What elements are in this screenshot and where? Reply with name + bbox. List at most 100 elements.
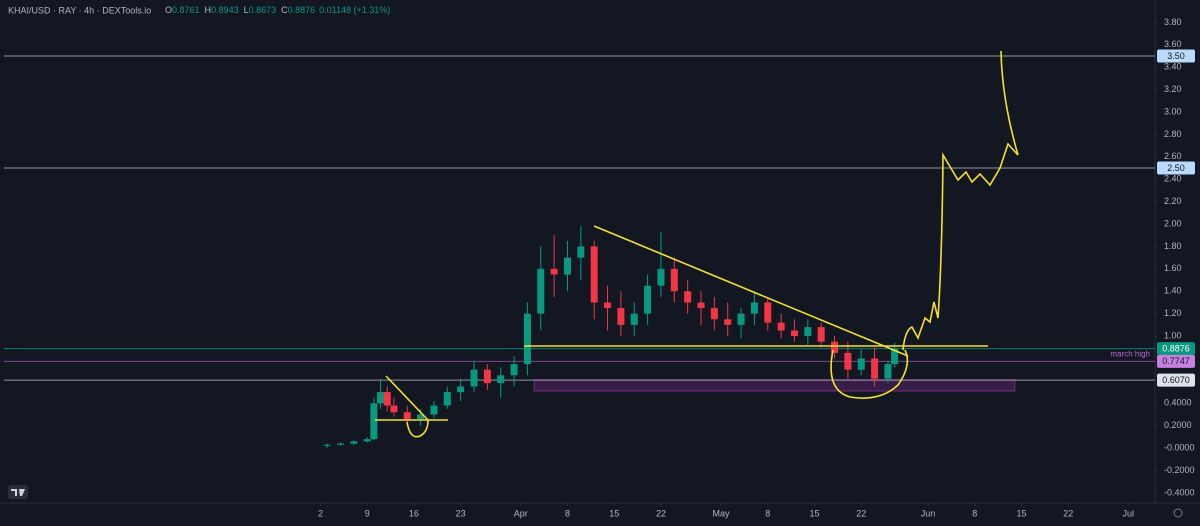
trend-line [593, 225, 909, 357]
y-tick-label: 1.80 [1164, 241, 1182, 251]
x-tick-label: 16 [409, 508, 419, 518]
candle-body [430, 405, 438, 415]
candle-body [497, 375, 505, 384]
candle-body [604, 302, 612, 309]
candle-body [383, 392, 391, 406]
price-label-box [1157, 161, 1195, 175]
y-tick-label: 1.40 [1164, 286, 1182, 296]
y-tick-label: -0.2000 [1164, 465, 1195, 475]
y-tick-label: 0.4000 [1164, 398, 1192, 408]
y-tick-label: 3.80 [1164, 17, 1182, 27]
candle-body [750, 302, 758, 314]
candle-body [777, 322, 785, 331]
candle [670, 257, 678, 303]
candle [817, 322, 825, 348]
y-tick-label: -0.4000 [1164, 487, 1195, 497]
candle [323, 443, 331, 449]
x-tick-label: 2 [318, 508, 323, 518]
candle-body [350, 441, 358, 444]
candle-body [390, 405, 398, 413]
y-tick-label: 3.20 [1164, 84, 1182, 94]
y-tick-label: 1.00 [1164, 330, 1182, 340]
candle [497, 367, 505, 398]
y-tick-label: 2.40 [1164, 174, 1182, 184]
trend-line [385, 375, 429, 421]
candle [764, 296, 772, 331]
x-tick-label: 9 [365, 508, 370, 518]
candle [363, 436, 371, 443]
x-tick-label: 15 [810, 508, 820, 518]
candle [550, 235, 558, 297]
x-tick-label: 15 [609, 508, 619, 518]
candle [390, 397, 398, 417]
candle [804, 319, 812, 346]
x-tick-label: 23 [456, 508, 466, 518]
x-tick-label: 22 [1063, 508, 1073, 518]
candle [831, 336, 839, 359]
x-tick-label: 8 [972, 508, 977, 518]
x-tick-label: 15 [1016, 508, 1026, 518]
candle-body [891, 348, 899, 365]
candle-body [443, 392, 451, 406]
candle [777, 313, 785, 339]
price-label-box [1157, 373, 1195, 387]
x-tick-label: 22 [656, 508, 666, 518]
candle [630, 302, 638, 337]
candle-body [831, 341, 839, 353]
ohlc-label: L [244, 5, 249, 15]
candle-body [590, 246, 598, 303]
x-tick-label: 22 [856, 508, 866, 518]
ohlc-value: 0.8876 [288, 5, 316, 15]
candle [684, 280, 692, 314]
zone [533, 379, 1016, 392]
tv-logo [8, 485, 28, 499]
candle-body [577, 246, 585, 258]
candle-body [403, 412, 411, 419]
candle [891, 342, 899, 368]
y-tick-label: -0.0000 [1164, 442, 1195, 452]
candle-body [871, 358, 879, 379]
candle-body [323, 444, 331, 446]
candle [737, 308, 745, 339]
candle-body [764, 302, 772, 323]
annotation: march high [1110, 349, 1150, 358]
cup-drawing [830, 349, 909, 399]
settings-icon[interactable] [1173, 508, 1183, 518]
candle [523, 302, 531, 376]
candle [710, 296, 718, 331]
y-tick-label: 2.00 [1164, 218, 1182, 228]
candle-body [790, 330, 798, 337]
candle-body [377, 392, 385, 404]
x-tick-label: May [713, 508, 731, 518]
y-tick-label: 2.20 [1164, 196, 1182, 206]
candle-body [737, 313, 745, 325]
candle [617, 291, 625, 337]
price-label: 0.8876 [1162, 344, 1190, 354]
x-tick-label: 8 [565, 508, 570, 518]
ohlc-value: 0.8761 [172, 5, 200, 15]
candle-body [537, 268, 545, 314]
candle-body [563, 257, 571, 275]
candle-body [550, 268, 558, 275]
candle [857, 349, 865, 376]
change: 0.01148 (+1.31%) [319, 5, 390, 15]
ohlc-label: C [281, 5, 288, 15]
ohlc-label: H [205, 5, 212, 15]
logo-mark [11, 489, 25, 496]
x-tick-label: Jul [1123, 508, 1135, 518]
candle-body [370, 403, 378, 440]
candle [563, 240, 571, 292]
candle-body [336, 443, 344, 445]
candle [430, 401, 438, 418]
candle-body [884, 364, 892, 379]
price-label: 2.50 [1167, 163, 1185, 173]
y-tick-label: 1.60 [1164, 263, 1182, 273]
candle [510, 356, 518, 387]
ohlc: O0.8761 H0.8943 L0.8673 C0.8876 0.01148 (+1.… [165, 5, 390, 15]
candle [750, 291, 758, 325]
candle [370, 397, 378, 441]
candle [483, 364, 491, 390]
candle-body [804, 327, 812, 337]
candle-body [617, 308, 625, 325]
